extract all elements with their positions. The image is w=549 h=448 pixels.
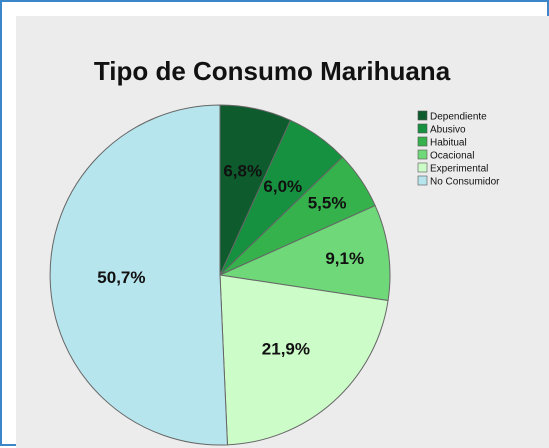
legend-label-dependiente: Dependiente	[430, 112, 487, 123]
legend-label-ocacional: Ocacional	[430, 151, 474, 162]
pie-slice-no-consumidor	[49, 104, 228, 446]
legend: Dependiente Abusivo Habitual Ocacional Exper…	[417, 110, 500, 188]
legend-swatch-no-consumidor	[417, 175, 428, 186]
data-label-abusivo: 6,0%	[263, 177, 302, 196]
legend-swatch-ocacional	[417, 149, 428, 160]
legend-label-experimental: Experimental	[430, 164, 488, 175]
data-label-ocacional: 9,1%	[325, 249, 364, 268]
legend-swatch-abusivo	[417, 123, 428, 134]
legend-swatch-habitual	[417, 136, 428, 147]
pie-slices	[49, 104, 391, 446]
data-label-habitual: 5,5%	[308, 194, 347, 213]
legend-label-no-consumidor: No Consumidor	[430, 177, 500, 188]
pie-slice-experimental	[219, 274, 389, 446]
legend-swatch-dependiente	[417, 110, 428, 121]
legend-swatch-experimental	[417, 162, 428, 173]
legend-label-abusivo: Abusivo	[430, 125, 466, 136]
pie-labels: 6,8%6,0% 5,5% 9,1% 21,9% 50,7%	[97, 161, 364, 358]
data-label-no-consumidor: 50,7%	[97, 268, 145, 287]
data-label-dependiente: 6,8%	[223, 161, 262, 180]
pie-slice-ocacional	[218, 204, 391, 302]
legend-label-habitual: Habitual	[430, 138, 467, 149]
data-label-experimental: 21,9%	[262, 339, 310, 358]
chart-title: Tipo de Consumo Marihuana	[94, 56, 451, 86]
